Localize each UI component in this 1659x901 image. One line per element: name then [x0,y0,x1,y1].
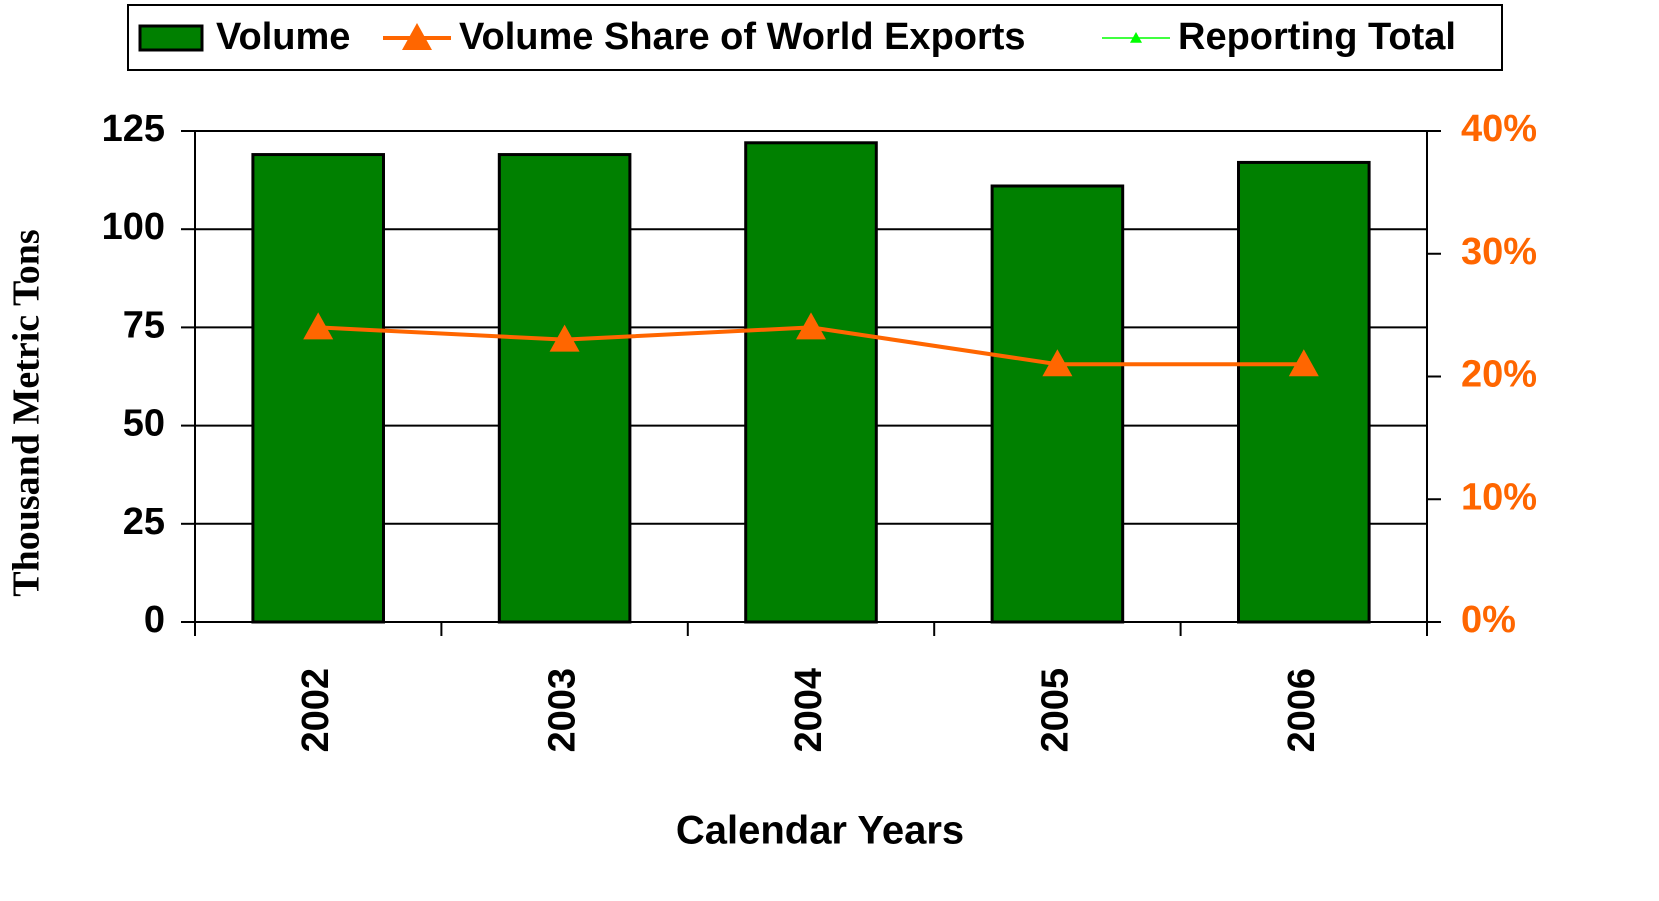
legend-label: Volume Share of World Exports [459,16,1026,58]
y-tick-label: 75 [123,304,165,346]
x-tick-label: 2004 [788,668,830,753]
bar [1237,160,1371,624]
x-tick-label: 2003 [542,668,584,753]
legend-swatch [138,24,204,52]
x-tick-label: 2005 [1034,668,1076,753]
marker [549,324,580,352]
marker [796,312,826,340]
y2-tick-label: 40% [1461,108,1537,150]
y2-tick-label: 30% [1461,231,1537,273]
y-tick-label: 25 [123,501,165,543]
legend-label: Reporting Total [1178,16,1456,58]
y-tick-label: 100 [102,206,165,248]
marker [303,312,334,340]
y2-tick-label: 20% [1461,354,1537,396]
y2-tick-label: 0% [1461,599,1516,641]
y-tick-label: 50 [123,403,165,445]
bar [497,153,632,624]
marker [1042,349,1073,377]
y-tick-label: 125 [102,108,165,150]
bar [744,141,878,624]
legend-label: Volume [216,16,350,58]
y2-tick-label: 10% [1461,476,1537,518]
legend-marker [1130,32,1142,43]
y-tick-label: 0 [144,599,165,641]
bar [990,184,1125,624]
marker [1288,349,1319,377]
y-axis-label: Thousand Metric Tons [6,229,48,596]
x-tick-label: 2002 [295,668,337,753]
bar [251,153,385,624]
legend-marker [402,23,432,50]
x-tick-label: 2006 [1281,668,1323,753]
legend-box [127,4,1503,71]
x-axis-label: Calendar Years [676,809,964,853]
